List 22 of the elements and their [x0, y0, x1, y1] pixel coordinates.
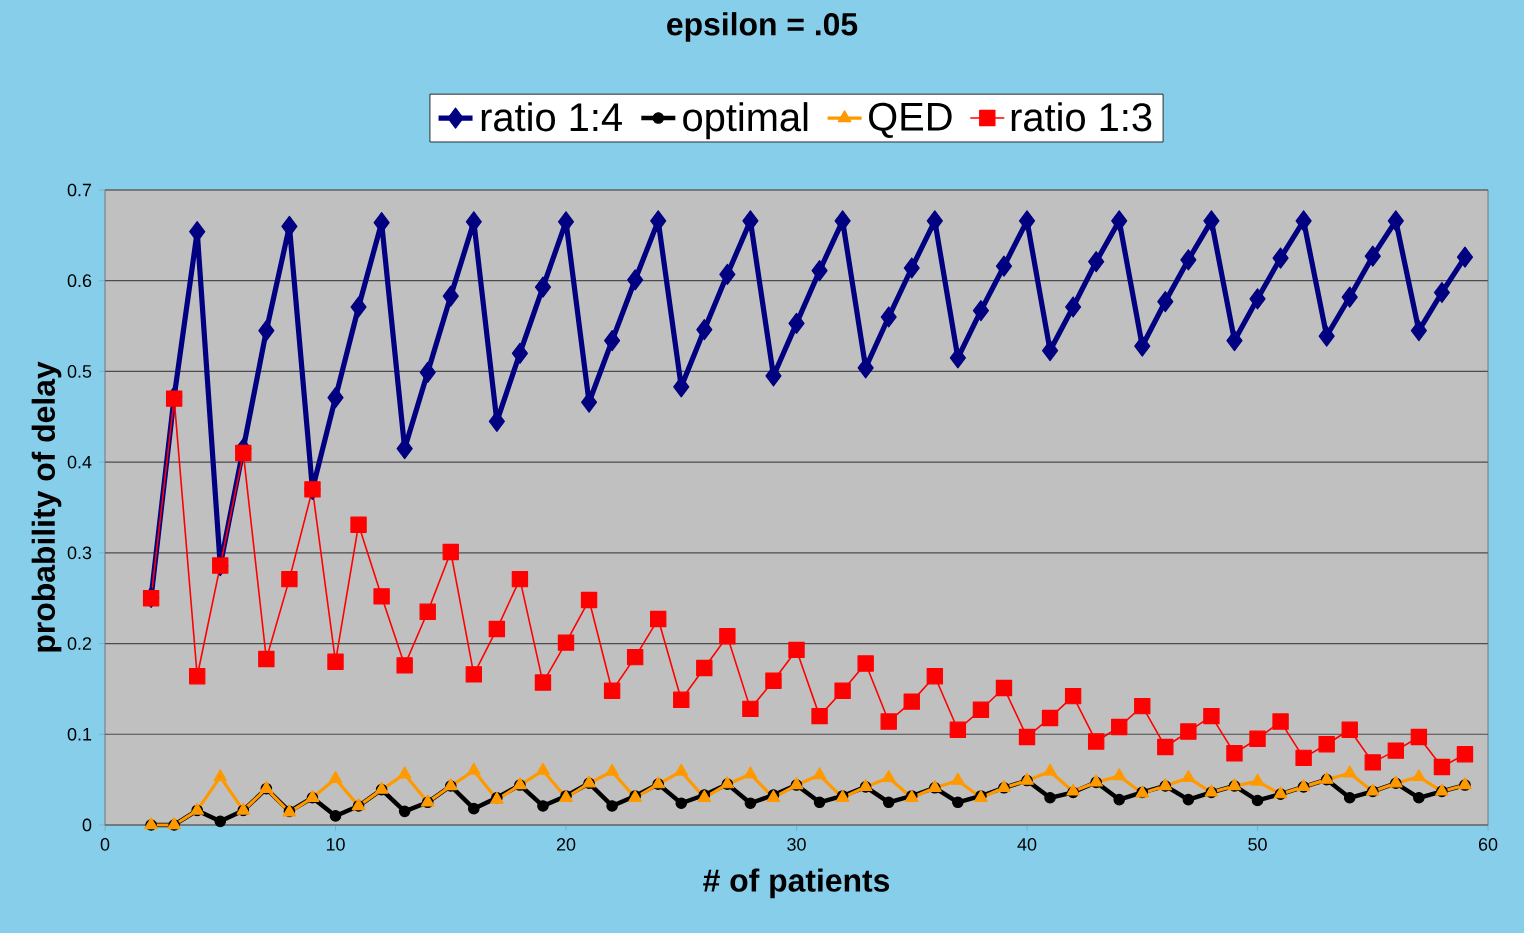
y-tick-label: 0.1: [67, 727, 92, 741]
x-tick-label: 10: [326, 838, 345, 851]
x-tick-label: 50: [1248, 838, 1267, 851]
legend-label: ratio 1:3: [1011, 102, 1152, 132]
y-tick-label: 0.6: [67, 274, 92, 288]
y-tick-label: 0.4: [67, 455, 92, 469]
legend-label: QED: [869, 102, 952, 139]
x-tick-label: 0: [100, 838, 110, 851]
y-axis-title: probability of delay: [31, 361, 62, 652]
y-tick-label: 0.2: [67, 637, 92, 650]
x-axis-title: # of patients: [703, 868, 890, 899]
x-tick-label: 20: [556, 838, 576, 851]
x-tick-label: 60: [1478, 838, 1498, 851]
chart-title: epsilon = .05: [667, 12, 858, 42]
legend-label: ratio 1:4: [481, 102, 622, 132]
y-tick-label: 0.5: [67, 365, 92, 378]
x-tick-label: 30: [787, 838, 806, 851]
legend-label: optimal: [683, 102, 808, 140]
x-tick-label: 40: [1017, 838, 1037, 851]
y-tick-label: 0.3: [67, 546, 92, 560]
y-tick-label: 0.7: [67, 183, 92, 197]
y-tick-label: 0: [82, 818, 92, 832]
